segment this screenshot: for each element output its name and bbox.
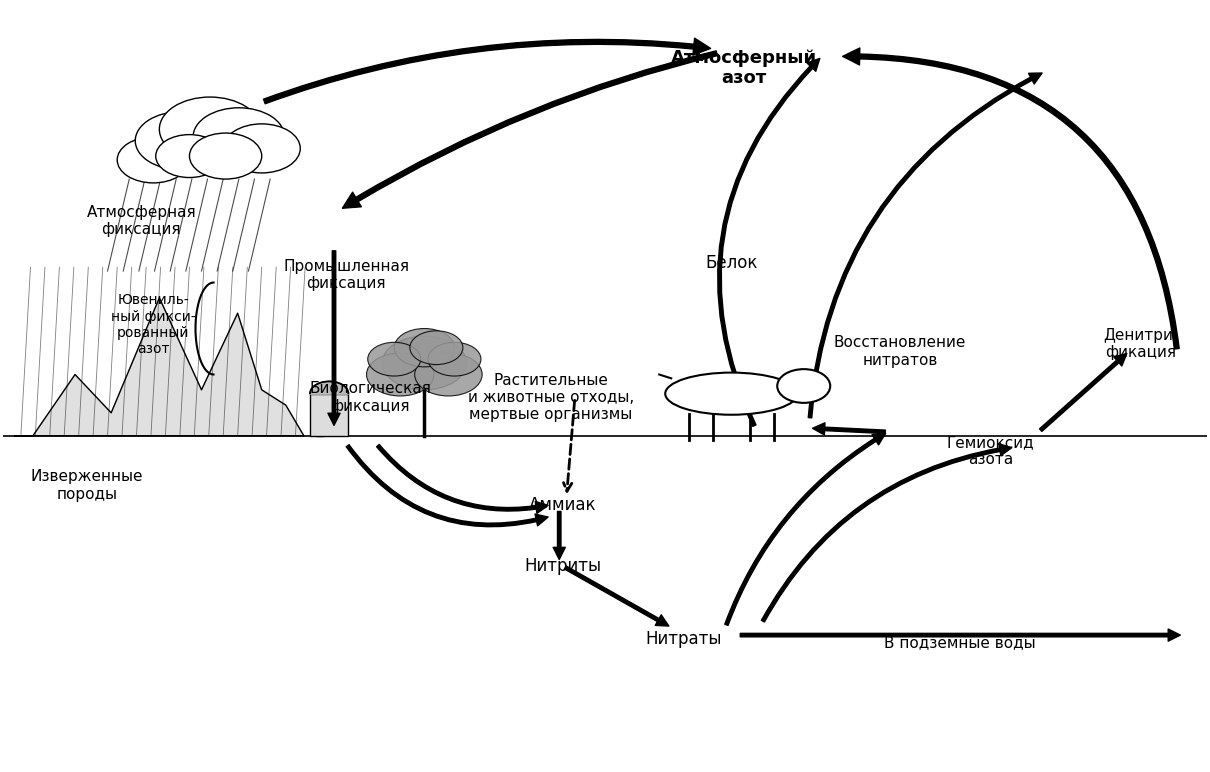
- FancyArrowPatch shape: [346, 445, 548, 527]
- Circle shape: [156, 134, 223, 178]
- Circle shape: [160, 97, 260, 161]
- Text: Изверженные
породы: Изверженные породы: [30, 469, 143, 502]
- FancyArrowPatch shape: [761, 444, 1012, 622]
- Text: Восстановление
нитратов: Восстановление нитратов: [834, 335, 967, 367]
- Circle shape: [382, 336, 467, 390]
- Text: В подземные воды: В подземные воды: [885, 635, 1036, 650]
- FancyArrowPatch shape: [1039, 354, 1127, 432]
- Circle shape: [223, 124, 300, 173]
- Text: Растительные
и животные отходы,
мертвые организмы: Растительные и животные отходы, мертвые …: [468, 373, 634, 422]
- FancyArrowPatch shape: [328, 251, 340, 425]
- Circle shape: [367, 353, 434, 396]
- Text: Гемиоксид
азота: Гемиоксид азота: [946, 435, 1035, 467]
- FancyArrowPatch shape: [808, 73, 1042, 418]
- Circle shape: [777, 369, 830, 403]
- Bar: [316, 386, 324, 436]
- Circle shape: [394, 329, 455, 367]
- Circle shape: [368, 342, 421, 376]
- FancyArrowPatch shape: [376, 445, 548, 513]
- Text: Биологическая
фиксация: Биологическая фиксация: [310, 381, 431, 414]
- Circle shape: [428, 342, 480, 376]
- Text: Аммиак: Аммиак: [529, 496, 597, 514]
- FancyArrowPatch shape: [342, 51, 718, 208]
- Circle shape: [117, 137, 190, 183]
- Text: Нитриты: Нитриты: [524, 557, 601, 575]
- FancyArrowPatch shape: [564, 566, 669, 626]
- Bar: [310, 394, 348, 436]
- Text: Атмосферный
азот: Атмосферный азот: [670, 49, 817, 87]
- Text: Атмосферная
фиксация: Атмосферная фиксация: [86, 205, 196, 238]
- Circle shape: [194, 108, 284, 166]
- Text: Промышленная
фиксация: Промышленная фиксация: [283, 259, 409, 291]
- FancyArrowPatch shape: [718, 59, 820, 426]
- Text: Белок: Белок: [705, 254, 757, 273]
- Circle shape: [410, 331, 463, 364]
- Text: Нитраты: Нитраты: [645, 630, 721, 648]
- Polygon shape: [15, 298, 304, 436]
- Ellipse shape: [666, 373, 797, 415]
- FancyArrowPatch shape: [813, 423, 886, 435]
- FancyArrowPatch shape: [553, 511, 565, 560]
- FancyArrowPatch shape: [264, 38, 710, 103]
- Text: Ювениль-
ный фикси-
рованный
азот: Ювениль- ный фикси- рованный азот: [111, 293, 196, 356]
- Circle shape: [136, 112, 226, 170]
- FancyArrowPatch shape: [842, 48, 1180, 349]
- Circle shape: [415, 353, 482, 396]
- Circle shape: [190, 133, 261, 179]
- FancyArrowPatch shape: [725, 433, 886, 625]
- Text: Денитри-
фикация: Денитри- фикация: [1104, 327, 1179, 360]
- FancyArrowPatch shape: [741, 629, 1180, 642]
